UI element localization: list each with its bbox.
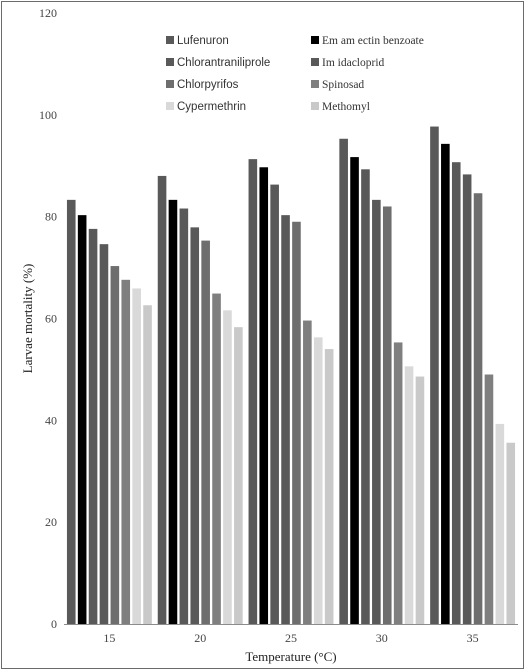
- bar-em-am-ectin-benzoate-35: [441, 143, 450, 625]
- bar-chlorpyrifos-25: [292, 221, 301, 624]
- legend-swatch-spinosad: [311, 80, 319, 88]
- legend-label-lufenuron: Lufenuron: [177, 35, 229, 47]
- legend-swatch-im-idacloprid: [311, 58, 319, 66]
- y-axis-title: Larvae mortality (%): [20, 264, 35, 374]
- bar-methomyl-20: [234, 327, 243, 624]
- bar-lufenuron-35: [430, 126, 439, 624]
- bar-spinosad-35: [484, 374, 494, 624]
- legend-label-spinosad: Spinosad: [322, 79, 364, 91]
- bar-chlorantraniliprole-35: [451, 162, 461, 624]
- bar-cypermethrin-20: [223, 310, 232, 624]
- legend-label-chlorantraniliprole: Chlorantraniliprole: [177, 57, 270, 69]
- bar-cypermethrin-35: [495, 423, 505, 624]
- y-tick-label-60: 60: [45, 312, 57, 326]
- bars-layer: [66, 126, 516, 625]
- bar-chlorpyrifos-30: [382, 206, 392, 625]
- bar-em-am-ectin-benzoate-30: [350, 157, 359, 624]
- bar-chlorantraniliprole-25: [270, 184, 279, 624]
- bar-methomyl-30: [415, 376, 425, 624]
- x-tick-label-25: 25: [285, 631, 297, 645]
- bar-lufenuron-25: [248, 159, 258, 624]
- legend-swatch-chlorantraniliprole: [166, 58, 174, 66]
- bar-im-idacloprid-20: [190, 227, 200, 625]
- x-tick-label-20: 20: [194, 631, 206, 645]
- legend-label-methomyl: Methomyl: [322, 101, 370, 113]
- x-tick-label-35: 35: [467, 631, 479, 645]
- y-tick-label-120: 120: [39, 6, 57, 20]
- bar-chlorantraniliprole-30: [361, 169, 370, 624]
- bar-chlorpyrifos-20: [201, 240, 210, 624]
- bar-methomyl-25: [324, 349, 334, 624]
- legend-label-chlorpyrifos: Chlorpyrifos: [177, 79, 239, 91]
- y-tick-label-100: 100: [39, 108, 57, 122]
- y-tick-label-80: 80: [45, 210, 57, 224]
- legend-swatch-chlorpyrifos: [166, 80, 174, 88]
- legend-label-em-am-ectin-benzoate: Em am ectin benzoate: [322, 35, 424, 47]
- bar-em-am-ectin-benzoate-15: [77, 215, 87, 624]
- bar-cypermethrin-25: [313, 337, 323, 624]
- bar-lufenuron-30: [339, 138, 348, 624]
- bar-chlorpyrifos-15: [110, 266, 120, 624]
- bar-chlorpyrifos-35: [473, 193, 483, 624]
- bar-im-idacloprid-30: [372, 199, 381, 625]
- x-axis-title: Temperature (°C): [245, 649, 336, 664]
- legend-swatch-em-am-ectin-benzoate: [311, 36, 319, 44]
- y-tick-label-0: 0: [51, 617, 57, 631]
- x-tick-label-30: 30: [376, 631, 388, 645]
- legend-label-im-idacloprid: Im idacloprid: [322, 57, 385, 69]
- bar-em-am-ectin-benzoate-20: [168, 199, 178, 625]
- x-tick-label-15: 15: [103, 631, 115, 645]
- y-tick-label-40: 40: [45, 413, 57, 427]
- legend-label-cypermethrin: Cypermethrin: [177, 101, 246, 113]
- bar-cypermethrin-30: [404, 366, 414, 624]
- y-tick-label-20: 20: [45, 515, 57, 529]
- legend-swatch-cypermethrin: [166, 102, 174, 110]
- legend-swatch-methomyl: [311, 102, 319, 110]
- y-tick-labels: 0 20 40 60 80 100 120: [39, 6, 57, 631]
- bar-spinosad-25: [303, 320, 312, 624]
- bar-im-idacloprid-35: [462, 174, 472, 624]
- legend: Lufenuron Em am ectin benzoate Chlorantran…: [166, 35, 424, 113]
- legend-swatch-lufenuron: [166, 36, 174, 44]
- bar-methomyl-15: [143, 305, 152, 624]
- bar-im-idacloprid-15: [99, 244, 109, 624]
- bar-chlorantraniliprole-20: [179, 208, 189, 624]
- bar-cypermethrin-15: [132, 288, 141, 624]
- bar-im-idacloprid-25: [281, 215, 290, 624]
- bar-chlorantraniliprole-15: [88, 228, 98, 624]
- bar-em-am-ectin-benzoate-25: [259, 167, 269, 624]
- bar-spinosad-30: [393, 342, 403, 624]
- bar-lufenuron-15: [66, 199, 76, 625]
- x-tick-labels: 15 20 25 30 35: [103, 631, 478, 645]
- bar-methomyl-35: [506, 442, 516, 624]
- bar-spinosad-15: [121, 279, 131, 624]
- bar-lufenuron-20: [157, 175, 167, 624]
- bar-spinosad-20: [212, 293, 221, 624]
